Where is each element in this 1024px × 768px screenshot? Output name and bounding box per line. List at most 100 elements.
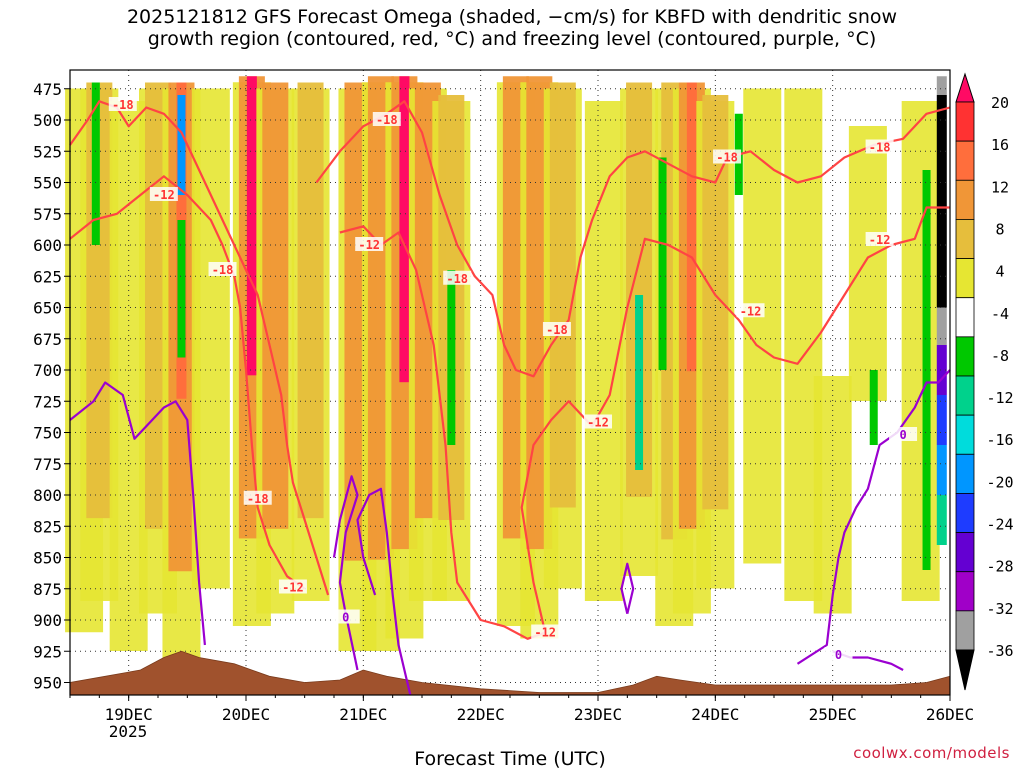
x-tick-label-24dec: 24DEC	[691, 705, 739, 724]
colorbar-swatch-6	[955, 297, 975, 338]
dgz-label-bg-9	[531, 624, 560, 639]
omega-negative-0	[177, 95, 186, 195]
x-tick-label-26dec: 26DEC	[926, 705, 974, 724]
x-tick-label-21dec: 21DEC	[339, 705, 387, 724]
colorbar-label-12: -32	[986, 600, 1013, 618]
dgz-label-9: -12	[534, 626, 556, 640]
terrain-fill	[69, 650, 951, 696]
y-tick-label-625: 625	[33, 267, 62, 286]
dgz-label-bg-5	[372, 112, 401, 126]
colorbar-swatch-11	[955, 493, 975, 533]
colorbar-label-13: -36	[986, 642, 1013, 660]
omega-negative-1	[177, 220, 186, 358]
omega-column-22	[743, 88, 782, 564]
y-tick-label-475: 475	[33, 80, 62, 99]
colorbar-swatch-1	[955, 101, 975, 142]
colorbar-label-10: -24	[986, 516, 1013, 534]
grid-lines	[70, 70, 951, 695]
freezing-label-0: 0	[342, 611, 349, 625]
omega-negative-5	[658, 157, 667, 370]
colorbar-swatch-4	[955, 219, 975, 259]
omega-core-8	[297, 82, 324, 519]
y-tick-label-775: 775	[33, 455, 62, 474]
dgz-label-bg-1	[149, 187, 178, 201]
y-tick-label-500: 500	[33, 111, 62, 130]
dgz-label-8: -18	[546, 323, 568, 337]
colorbar: 20 16 12 8 4 -4 -8 -12 -16 -20 -24 -28 -32 -36	[955, 72, 1014, 691]
colorbar-swatch-12	[955, 532, 975, 573]
omega-core-7	[262, 82, 289, 529]
omega-column-25	[848, 126, 887, 401]
x-axis: 19DEC 20DEC 21DEC 22DEC 23DEC 24DEC 25DEC 26DEC	[69, 695, 974, 724]
dgz-label-bg-13	[865, 139, 894, 154]
dgz-label-bg-3	[243, 490, 272, 505]
colorbar-label-7: -12	[986, 389, 1013, 407]
dgz-label-bg-12	[736, 303, 765, 318]
colorbar-label-0: 20	[991, 94, 1009, 112]
dgz-line-3	[339, 206, 950, 640]
x-axis-label: Forecast Time (UTC)	[414, 748, 605, 768]
colorbar-label-6: -8	[991, 347, 1009, 365]
y-tick-label-550: 550	[33, 174, 62, 193]
colorbar-label-9: -20	[986, 473, 1013, 491]
colorbar-bottom-arrow	[955, 649, 975, 691]
edge-column-5	[936, 445, 947, 495]
dgz-label-14: -12	[869, 233, 891, 247]
dgz-contours: -18 -12 -18 -18 -12 -18 -12 -18 -18 -12 -12 -18 -12 -…	[69, 97, 951, 640]
edge-column-3	[936, 345, 947, 395]
dgz-label-bg-8	[542, 322, 571, 336]
colorbar-top-arrow	[955, 72, 975, 103]
dgz-label-11: -18	[716, 151, 738, 165]
edge-column-4	[936, 395, 947, 445]
colorbar-swatch-8	[955, 375, 975, 416]
freezing-label-2: 0	[899, 428, 906, 442]
y-tick-label-675: 675	[33, 330, 62, 349]
y-tick-label-950: 950	[33, 674, 62, 693]
colorbar-swatch-7	[955, 336, 975, 377]
dgz-line-2	[315, 100, 951, 378]
edge-column-1	[936, 95, 947, 308]
dgz-label-bg-2	[208, 262, 237, 276]
y-tick-label-900: 900	[33, 611, 62, 630]
colorbar-swatch-10	[955, 453, 975, 494]
omega-negative-2	[91, 82, 100, 245]
dgz-label-13: -18	[869, 141, 891, 155]
dgz-label-bg-6	[355, 237, 384, 251]
y-tick-label-725: 725	[33, 392, 62, 411]
y-tick-label-825: 825	[33, 517, 62, 536]
dgz-label-bg-11	[713, 149, 742, 164]
y-tick-label-600: 600	[33, 236, 62, 255]
y-tick-label-750: 750	[33, 424, 62, 443]
x-tick-label-20dec: 20DEC	[222, 705, 270, 724]
colorbar-label-2: 12	[991, 178, 1009, 196]
colorbar-swatch-2	[955, 140, 975, 181]
omega-max-11	[399, 76, 410, 383]
omega-column-17	[584, 101, 623, 601]
x-year-label: 2025	[109, 722, 148, 741]
colorbar-swatch-14	[955, 610, 975, 651]
y-tick-label-575: 575	[33, 205, 62, 224]
title-line-2: growth region (contoured, red, °C) and f…	[147, 28, 877, 50]
omega-core-16	[549, 82, 576, 508]
omega-negative-8	[922, 170, 931, 570]
colorbar-label-11: -28	[986, 558, 1013, 576]
freezing-line-2	[356, 487, 412, 696]
dgz-label-bg-7	[443, 270, 472, 285]
colorbar-swatch-3	[955, 179, 975, 220]
y-axis: 475 500 525 550 575 600 625 650 675 700 725 750 775 8…	[33, 80, 70, 693]
edge-column-6	[936, 495, 947, 545]
freezing-label-bg-2	[889, 427, 918, 441]
x-tick-label-19dec: 19DEC	[105, 705, 153, 724]
omega-negative-3	[447, 270, 456, 445]
dgz-label-bg-4	[278, 579, 307, 594]
y-tick-label-850: 850	[33, 549, 62, 568]
colorbar-swatch-13	[955, 571, 975, 612]
y-tick-label-925: 925	[33, 642, 62, 661]
y-tick-label-700: 700	[33, 361, 62, 380]
dgz-label-4: -12	[282, 581, 304, 595]
dgz-line-1	[69, 175, 306, 590]
freezing-line-4	[796, 369, 951, 665]
colorbar-label-8: -16	[986, 431, 1013, 449]
dgz-label-12: -12	[740, 304, 762, 318]
freezing-line-3	[620, 562, 635, 615]
